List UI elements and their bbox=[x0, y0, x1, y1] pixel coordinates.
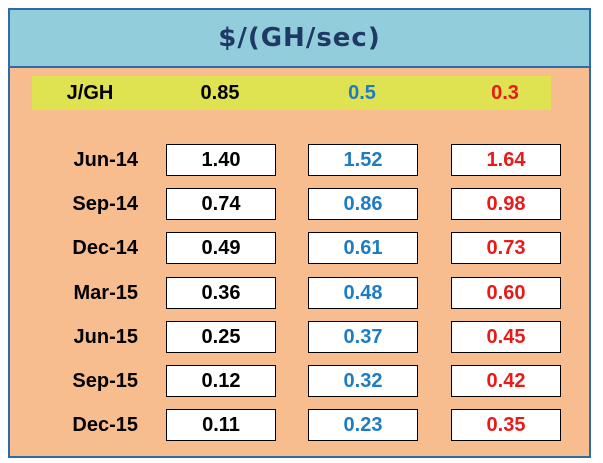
value-cell: 0.35 bbox=[451, 409, 561, 441]
value-cell: 0.37 bbox=[308, 321, 418, 353]
value-cell: 0.11 bbox=[166, 409, 276, 441]
title-bar: $/(GH/sec) bbox=[10, 10, 589, 68]
value-cell: 0.86 bbox=[308, 188, 418, 220]
value-cell: 0.61 bbox=[308, 232, 418, 264]
value-cell: 0.23 bbox=[308, 409, 418, 441]
table-title: $/(GH/sec) bbox=[218, 23, 381, 53]
header-value-col1: 0.85 bbox=[200, 82, 240, 104]
value-cell: 0.49 bbox=[166, 232, 276, 264]
row-label: Jun-14 bbox=[73, 149, 138, 171]
value-cell: 0.45 bbox=[451, 321, 561, 353]
row-label: Jun-15 bbox=[73, 326, 138, 348]
value-cell: 0.12 bbox=[166, 365, 276, 397]
row-label: Sep-14 bbox=[72, 193, 138, 215]
value-cell: 0.36 bbox=[166, 277, 276, 309]
row-label: Mar-15 bbox=[73, 282, 138, 304]
value-cell: 1.52 bbox=[308, 144, 418, 176]
row-label: Dec-14 bbox=[72, 237, 138, 259]
value-cell: 0.73 bbox=[451, 232, 561, 264]
efficiency-header-band bbox=[32, 76, 551, 110]
value-cell: 0.74 bbox=[166, 188, 276, 220]
value-cell: 0.98 bbox=[451, 188, 561, 220]
row-label: Dec-15 bbox=[72, 414, 138, 436]
row-label: Sep-15 bbox=[72, 370, 138, 392]
header-value-col3: 0.3 bbox=[491, 82, 519, 104]
value-cell: 0.48 bbox=[308, 277, 418, 309]
header-value-col2: 0.5 bbox=[348, 82, 376, 104]
value-cell: 1.40 bbox=[166, 144, 276, 176]
value-cell: 0.60 bbox=[451, 277, 561, 309]
header-label: J/GH bbox=[66, 82, 114, 104]
value-cell: 1.64 bbox=[451, 144, 561, 176]
value-cell: 0.42 bbox=[451, 365, 561, 397]
value-cell: 0.25 bbox=[166, 321, 276, 353]
value-cell: 0.32 bbox=[308, 365, 418, 397]
